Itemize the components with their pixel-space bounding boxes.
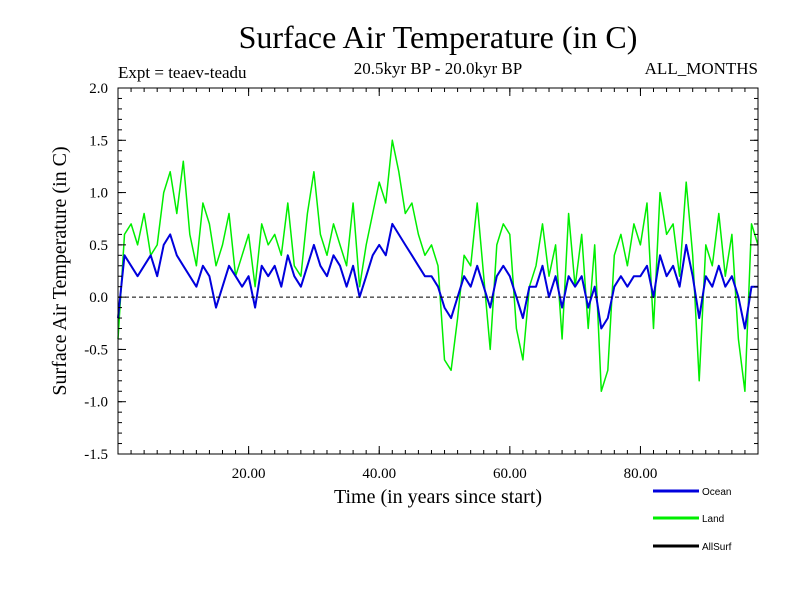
plot-area [117,139,759,393]
legend-label-allsurf: AllSurf [702,542,732,553]
series-line-ocean [117,222,758,330]
y-axis-label: Surface Air Temperature (in C) [49,146,71,395]
chart-title: Surface Air Temperature (in C) [239,19,638,55]
y-tick-label: 1.0 [89,186,108,202]
legend: Ocean Land AllSurf [653,487,732,553]
axes: -1.5 -1.0 -0.5 0.0 0.5 1.0 1.5 2.0 20.00 40.00 60.… [84,81,759,482]
x-tick-label: 60.00 [493,466,527,482]
y-tick-label: -1.0 [84,395,108,411]
x-axis-label: Time (in years since start) [334,486,542,508]
legend-label-ocean: Ocean [702,487,731,498]
series-line-land [117,139,759,393]
y-tick-label: 0.5 [89,238,108,254]
y-tick-label: -1.5 [84,447,108,463]
x-tick-label: 40.00 [362,466,396,482]
plot-frame [117,87,759,455]
y-tick-label: 2.0 [89,81,108,97]
y-tick-label: 0.0 [89,290,108,306]
y-tick-label: -0.5 [84,342,108,358]
legend-label-land: Land [702,514,724,525]
x-tick-label: 80.00 [624,466,658,482]
chart-months-label: ALL_MONTHS [645,59,758,78]
chart-subtitle: 20.5kyr BP - 20.0kyr BP [354,59,522,78]
chart-experiment-label: Expt = teaev-teadu [118,63,247,82]
x-tick-label: 20.00 [232,466,266,482]
y-tick-label: 1.5 [89,133,108,149]
